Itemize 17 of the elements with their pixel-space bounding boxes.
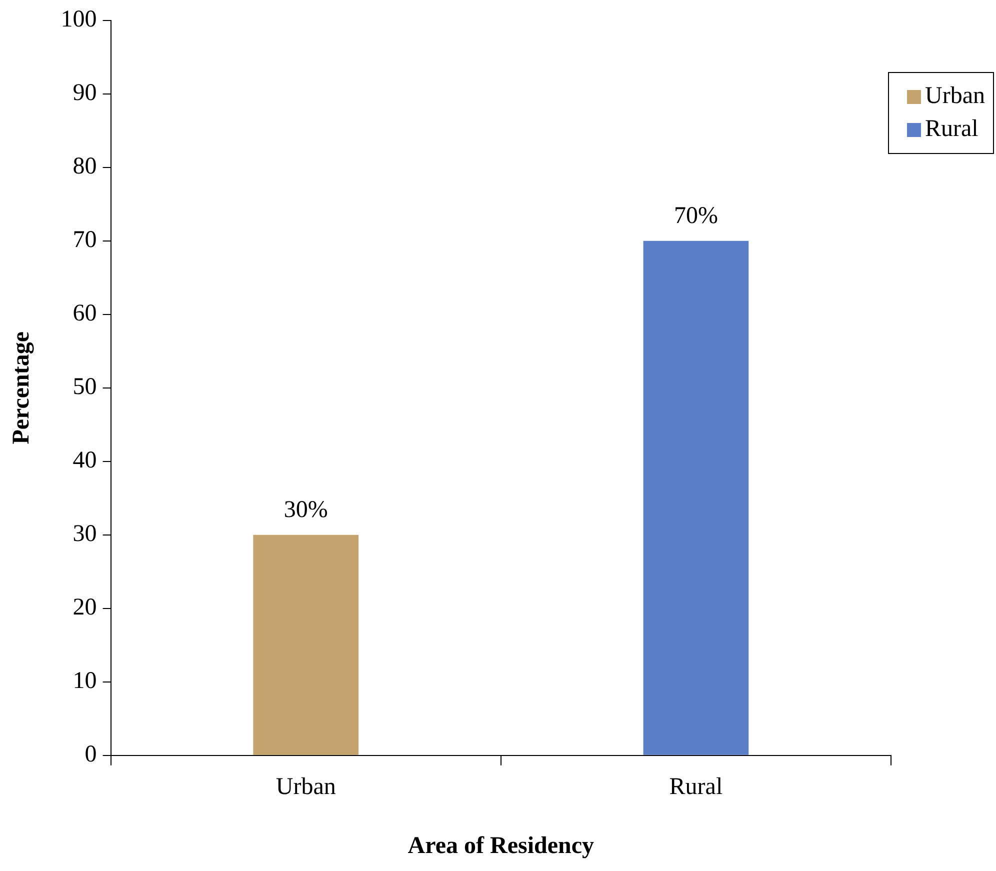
y-tick-label: 90 bbox=[72, 80, 97, 106]
legend-label: Urban bbox=[925, 83, 985, 110]
y-tick-label: 70 bbox=[72, 227, 97, 254]
y-axis-title: Percentage bbox=[8, 331, 35, 444]
y-tick-label: 60 bbox=[72, 300, 97, 327]
y-tick-label: 80 bbox=[72, 154, 97, 180]
y-tick-label: 30 bbox=[72, 521, 97, 548]
y-tick-label: 40 bbox=[72, 448, 97, 474]
x-axis-title: Area of Residency bbox=[408, 832, 594, 859]
data-label: 70% bbox=[674, 203, 718, 230]
y-tick-label: 50 bbox=[72, 374, 97, 400]
legend-label: Rural bbox=[925, 116, 978, 143]
y-tick-label: 0 bbox=[84, 742, 97, 768]
y-tick-label: 100 bbox=[60, 6, 97, 33]
data-label: 30% bbox=[284, 497, 328, 524]
y-tick-label: 10 bbox=[72, 668, 97, 694]
y-tick-label: 20 bbox=[72, 594, 97, 621]
